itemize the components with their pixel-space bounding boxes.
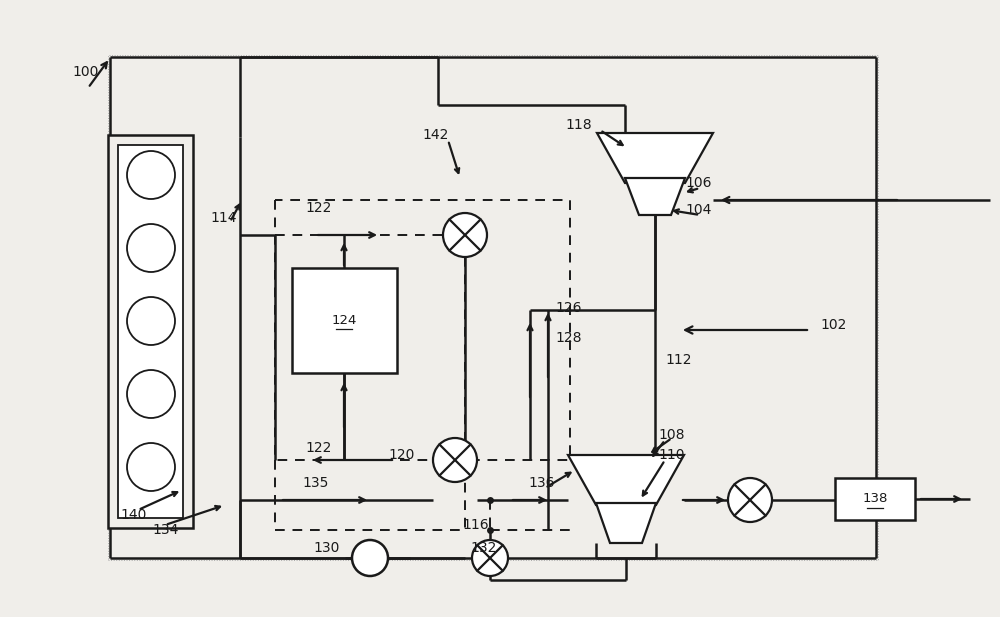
- Polygon shape: [597, 133, 713, 183]
- Circle shape: [472, 540, 508, 576]
- Text: 140: 140: [120, 508, 146, 522]
- Text: 112: 112: [665, 353, 692, 367]
- Text: 135: 135: [302, 476, 328, 490]
- Circle shape: [433, 438, 477, 482]
- Text: 110: 110: [658, 448, 684, 462]
- Text: 138: 138: [862, 492, 888, 505]
- Text: 122: 122: [305, 201, 331, 215]
- Circle shape: [127, 224, 175, 272]
- Text: 134: 134: [152, 523, 178, 537]
- Polygon shape: [625, 178, 685, 215]
- Circle shape: [127, 151, 175, 199]
- Bar: [108, 55, 878, 560]
- Text: 118: 118: [565, 118, 592, 132]
- Text: 116: 116: [462, 518, 489, 532]
- Text: 106: 106: [685, 176, 712, 190]
- Bar: [108, 135, 193, 528]
- Circle shape: [728, 478, 772, 522]
- Text: 128: 128: [555, 331, 582, 345]
- Text: 120: 120: [389, 448, 415, 462]
- Bar: [292, 268, 397, 373]
- Circle shape: [127, 297, 175, 345]
- Text: 100: 100: [72, 65, 98, 79]
- Text: 114: 114: [210, 211, 237, 225]
- Circle shape: [443, 213, 487, 257]
- Circle shape: [127, 443, 175, 491]
- Bar: [118, 145, 183, 518]
- Polygon shape: [568, 455, 684, 505]
- Circle shape: [127, 370, 175, 418]
- Text: 102: 102: [820, 318, 846, 332]
- Circle shape: [352, 540, 388, 576]
- Text: 132: 132: [470, 541, 496, 555]
- Bar: [835, 478, 915, 520]
- Text: 130: 130: [314, 541, 340, 555]
- Text: 124: 124: [331, 313, 357, 326]
- Text: 104: 104: [685, 203, 711, 217]
- Text: 142: 142: [422, 128, 448, 142]
- Text: 136: 136: [528, 476, 554, 490]
- Text: 122: 122: [305, 441, 331, 455]
- Text: 126: 126: [555, 301, 582, 315]
- Text: 108: 108: [658, 428, 684, 442]
- Polygon shape: [596, 503, 656, 543]
